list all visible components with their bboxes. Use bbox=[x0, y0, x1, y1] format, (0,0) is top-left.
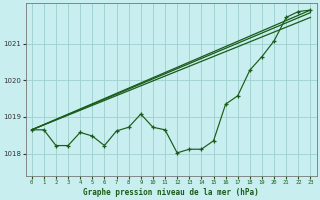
X-axis label: Graphe pression niveau de la mer (hPa): Graphe pression niveau de la mer (hPa) bbox=[83, 188, 259, 197]
